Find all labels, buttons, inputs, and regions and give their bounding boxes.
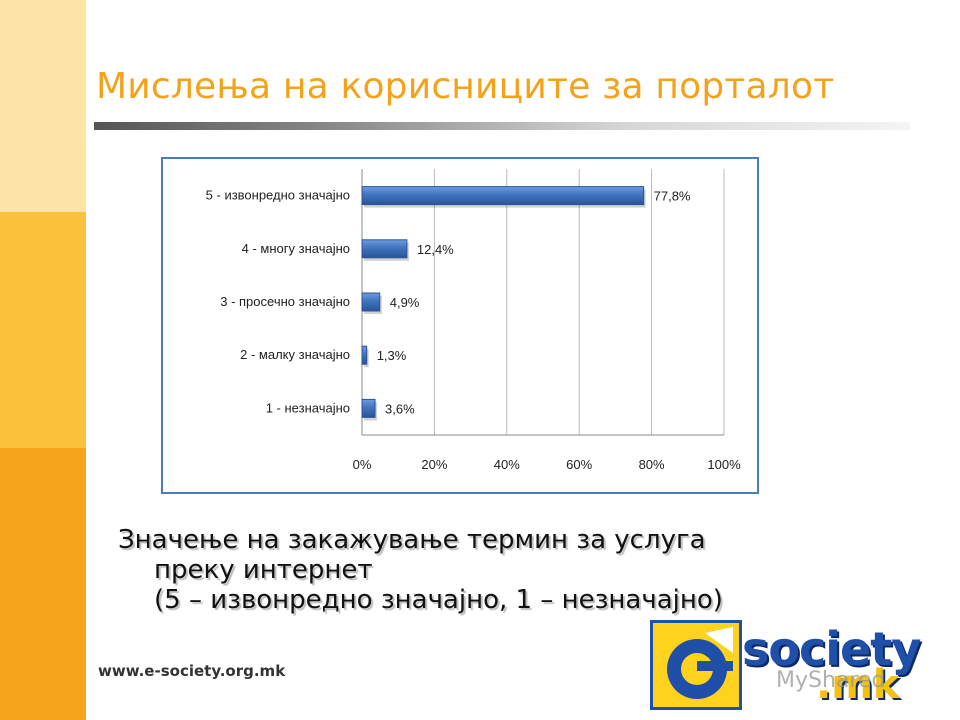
x-tick-label: 80%	[639, 457, 665, 472]
chart-caption: Значење на закажување термин за услуга п…	[118, 525, 723, 615]
category-label: 1 - незначајно	[266, 400, 350, 415]
data-label: 12,4%	[417, 242, 454, 257]
caption-line-3: (5 – извонредно значајно, 1 – незначајно…	[154, 585, 723, 615]
x-tick-label: 60%	[566, 457, 592, 472]
logo-word: society	[742, 622, 921, 676]
caption-line-1: Значење на закажување термин за услуга	[118, 525, 706, 555]
data-label: 1,3%	[377, 348, 407, 363]
category-label: 5 - извонредно значајно	[206, 188, 350, 203]
bar	[361, 345, 368, 365]
x-tick-label: 20%	[421, 457, 447, 472]
bar	[361, 292, 381, 312]
decor-stripe-top	[0, 0, 86, 212]
bar	[361, 186, 645, 206]
watermark: MyShared	[776, 668, 886, 693]
data-label: 77,8%	[654, 189, 691, 204]
data-label: 3,6%	[385, 401, 415, 416]
decor-stripe-middle	[0, 212, 86, 448]
category-label: 4 - многу значајно	[242, 241, 350, 256]
slide-title: Мислења на корисниците за порталот	[96, 66, 835, 107]
bar	[361, 398, 376, 418]
chart-frame: 0% 20% 40% 60% 80% 100% 5 - извонредно значајн…	[161, 157, 759, 494]
logo-e-glyph-icon	[667, 627, 733, 699]
bar-chart: 0% 20% 40% 60% 80% 100% 5 - извонредно значајн…	[206, 169, 741, 472]
title-underline	[94, 122, 910, 130]
logo-e-mark	[650, 620, 742, 710]
decor-stripe-bottom	[0, 448, 86, 720]
x-tick-label: 0%	[353, 457, 372, 472]
esociety-logo: society .mk MyShared	[650, 614, 940, 714]
category-label: 2 - малку значајно	[240, 347, 350, 362]
data-label: 4,9%	[390, 295, 420, 310]
site-url: www.e-society.org.mk	[98, 662, 286, 680]
bar	[361, 239, 408, 259]
x-tick-label: 40%	[494, 457, 520, 472]
category-label: 3 - просечно значајно	[220, 294, 350, 309]
x-tick-label: 100%	[707, 457, 741, 472]
logo-tld: .mk	[816, 662, 900, 708]
caption-line-2: преку интернет	[154, 555, 373, 585]
